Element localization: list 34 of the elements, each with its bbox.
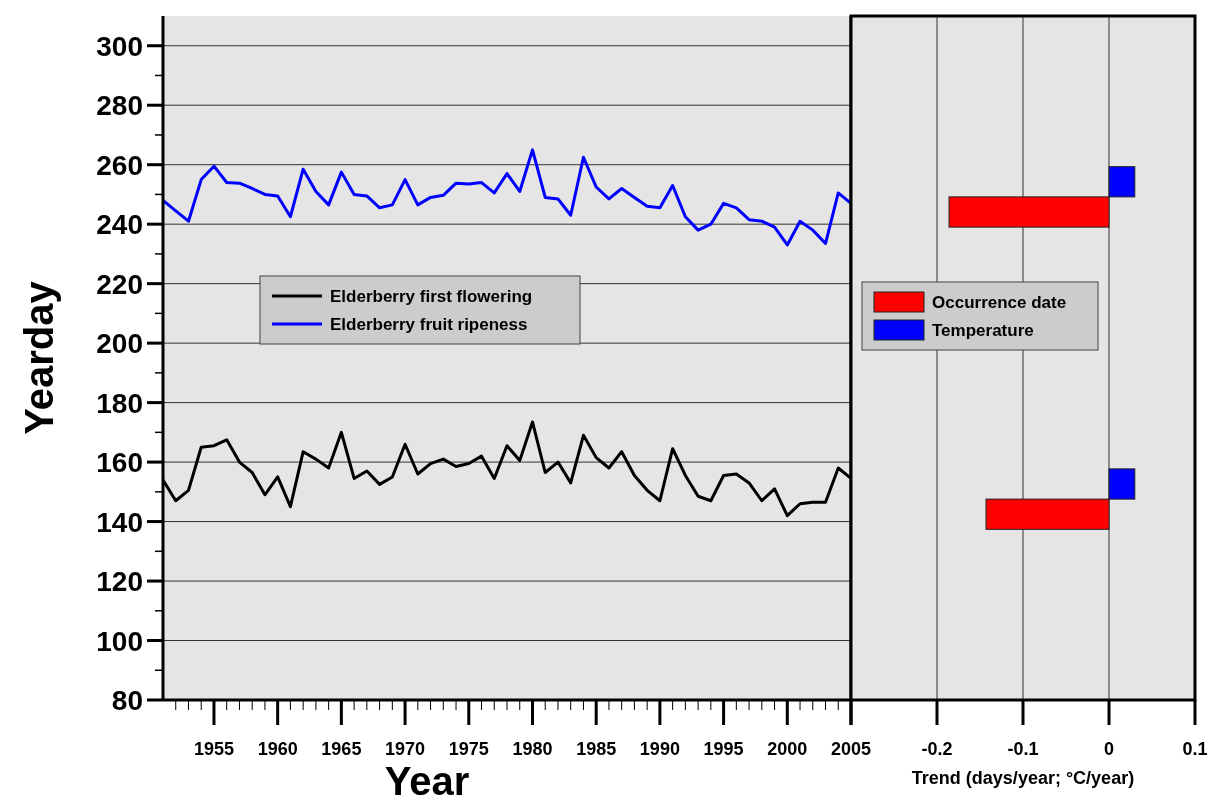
x-tick-label: 1970 [385,739,426,759]
y-tick-label: 300 [96,30,143,62]
y-tick-label: 120 [96,566,143,598]
x-tick-label: 1980 [512,739,553,759]
y-tick-label: 100 [96,625,143,657]
x-axis-title: Trend (days/year; °C/year) [911,768,1135,788]
x-tick-label: 2005 [830,739,872,759]
y-tick-label: 160 [96,447,143,479]
y-axis-title: Yearday [17,280,61,435]
legend-label: Elderberry first flowering [330,287,533,306]
x-tick-label: 1965 [321,739,362,759]
x-tick-label: 0.1 [1182,739,1208,759]
y-tick-label: 280 [96,90,143,122]
x-tick-label: 1990 [639,739,680,759]
y-tick-label: 240 [96,209,143,241]
x-tick-label: 1995 [703,739,744,759]
y-tick-label: 260 [96,149,143,181]
x-tick-label: 0 [1103,739,1115,759]
x-tick-label: 2000 [767,739,808,759]
legend-label: Temperature [932,321,1034,340]
x-tick-label: 1955 [193,739,234,759]
x-axis-title: Year [384,759,470,799]
x-tick-label: 1975 [448,739,489,759]
y-tick-label: 80 [111,685,143,716]
y-tick-label: 140 [96,506,143,538]
x-tick-label: -0.2 [921,739,953,759]
y-tick-label: 220 [96,268,143,300]
y-tick-label: 180 [96,387,143,419]
x-tick-label: 1960 [257,739,298,759]
legend-label: Occurrence date [932,293,1067,312]
x-tick-label: -0.1 [1007,739,1039,759]
legend-label: Elderberry fruit ripeness [330,315,528,334]
y-tick-label: 200 [96,328,143,360]
x-tick-label: 1985 [576,739,617,759]
